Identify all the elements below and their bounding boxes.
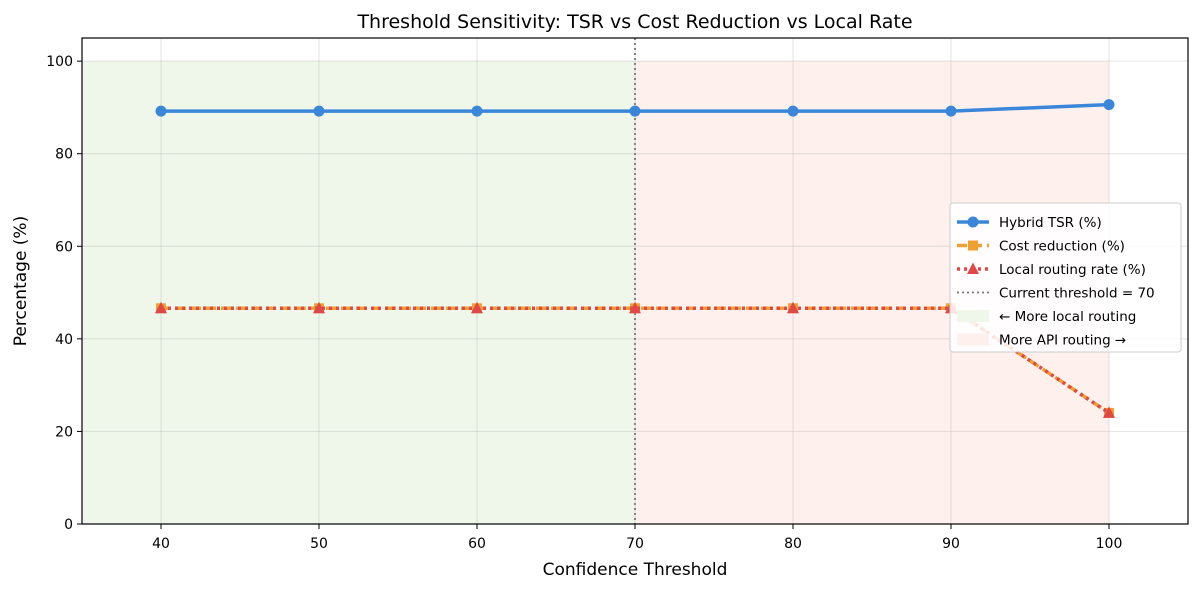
data-point: [313, 301, 325, 314]
y-axis-label: Percentage (%): [11, 216, 31, 346]
legend-box: [949, 202, 1182, 353]
data-point: [629, 105, 641, 117]
legend-item: Current threshold = 70: [957, 286, 1155, 302]
legend: Hybrid TSR (%) Cost reduction (%) Local ro…: [949, 202, 1182, 353]
x-tick-label: 80: [784, 536, 802, 552]
legend-label: Hybrid TSR (%): [999, 215, 1102, 231]
legend-marker: [968, 240, 978, 251]
legend-item: More API routing →: [957, 333, 1126, 349]
data-point: [155, 105, 167, 117]
x-tick-label: 60: [468, 536, 486, 552]
y-tick-label: 60: [55, 239, 73, 255]
x-tick-label: 50: [310, 536, 328, 552]
legend-label: More API routing →: [999, 333, 1126, 349]
data-point: [787, 301, 799, 314]
legend-label: Cost reduction (%): [999, 239, 1125, 255]
data-point: [945, 105, 957, 117]
data-point: [1103, 406, 1115, 418]
data-point: [313, 105, 325, 117]
data-point: [1103, 99, 1115, 111]
x-tick-label: 40: [152, 536, 170, 552]
legend-swatch: [957, 310, 989, 322]
y-tick-label: 40: [55, 332, 73, 348]
y-tick-label: 0: [64, 517, 73, 533]
legend-marker: [967, 262, 979, 274]
chart-title: Threshold Sensitivity: TSR vs Cost Reduc…: [356, 11, 912, 33]
x-axis-ticks: 40 50 60 70 80 90 100: [152, 524, 1122, 552]
legend-swatch: [957, 333, 989, 346]
data-point: [471, 105, 483, 117]
x-tick-label: 90: [942, 536, 960, 552]
series-0: [155, 99, 1115, 117]
data-point: [787, 105, 799, 117]
y-tick-label: 100: [46, 54, 73, 70]
y-tick-label: 80: [55, 147, 73, 163]
region-0: [82, 61, 635, 525]
x-tick-label: 70: [626, 536, 644, 552]
y-axis-ticks: 0 20 40 60 80 100: [46, 54, 82, 533]
legend-item: Cost reduction (%): [957, 239, 1125, 255]
legend-label: Local routing rate (%): [999, 262, 1146, 278]
data-point: [155, 301, 167, 314]
legend-marker: [967, 216, 979, 228]
x-tick-label: 100: [1096, 536, 1123, 552]
legend-item: Hybrid TSR (%): [957, 215, 1102, 231]
data-point: [629, 301, 641, 314]
legend-item: ← More local routing: [957, 309, 1136, 325]
legend-label: Current threshold = 70: [999, 286, 1155, 302]
y-tick-label: 20: [55, 424, 73, 440]
legend-item: Local routing rate (%): [957, 262, 1146, 278]
data-point: [471, 301, 483, 314]
x-axis-label: Confidence Threshold: [543, 560, 728, 580]
legend-label: ← More local routing: [999, 309, 1136, 325]
